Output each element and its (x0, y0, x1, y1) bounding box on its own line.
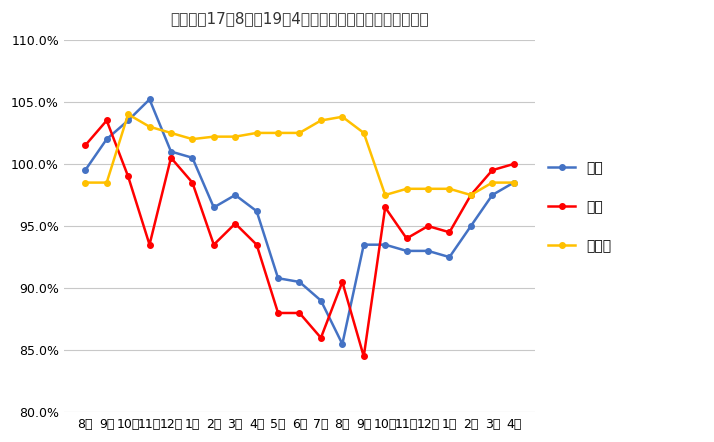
売上 (423, 248, 432, 254)
客単価 (509, 180, 518, 185)
売上 (445, 255, 453, 260)
客数 (488, 168, 496, 173)
売上 (81, 168, 89, 173)
客単価 (338, 114, 346, 119)
売上 (145, 97, 154, 102)
客数 (231, 221, 239, 226)
売上 (231, 192, 239, 198)
客単価 (445, 186, 453, 191)
Legend: 売上, 客数, 客単価: 売上, 客数, 客単価 (542, 156, 617, 259)
客数 (359, 354, 368, 359)
客数 (124, 174, 132, 179)
客数 (209, 242, 218, 248)
売上 (209, 205, 218, 210)
客数 (81, 143, 89, 148)
客数 (145, 242, 154, 248)
Line: 客数: 客数 (83, 118, 516, 359)
客単価 (381, 192, 389, 198)
売上 (102, 137, 111, 142)
Line: 客単価: 客単価 (83, 111, 516, 198)
売上 (509, 180, 518, 185)
客単価 (316, 118, 325, 123)
客単価 (102, 180, 111, 185)
売上 (488, 192, 496, 198)
客数 (423, 223, 432, 229)
売上 (402, 248, 411, 254)
客単価 (466, 192, 475, 198)
客数 (509, 161, 518, 167)
客単価 (124, 112, 132, 117)
客単価 (166, 130, 175, 136)
客単価 (359, 130, 368, 136)
客数 (273, 310, 282, 316)
客単価 (273, 130, 282, 136)
Title: 鳥貴族【17年8月～19年4月】売上・客数・客単価の推移: 鳥貴族【17年8月～19年4月】売上・客数・客単価の推移 (170, 11, 429, 26)
客数 (295, 310, 303, 316)
客単価 (209, 134, 218, 139)
客数 (102, 118, 111, 123)
Line: 売上: 売上 (83, 97, 516, 347)
売上 (359, 242, 368, 248)
客数 (381, 205, 389, 210)
客単価 (188, 137, 196, 142)
売上 (295, 279, 303, 285)
客数 (466, 192, 475, 198)
売上 (252, 209, 261, 214)
売上 (166, 149, 175, 154)
客単価 (252, 130, 261, 136)
客数 (166, 155, 175, 160)
客数 (402, 236, 411, 241)
売上 (338, 341, 346, 347)
売上 (466, 223, 475, 229)
客数 (252, 242, 261, 248)
売上 (124, 118, 132, 123)
客単価 (231, 134, 239, 139)
客数 (188, 180, 196, 185)
客数 (338, 279, 346, 285)
客単価 (81, 180, 89, 185)
客単価 (488, 180, 496, 185)
客単価 (423, 186, 432, 191)
客単価 (145, 124, 154, 130)
売上 (273, 275, 282, 281)
客単価 (295, 130, 303, 136)
客単価 (402, 186, 411, 191)
売上 (316, 298, 325, 303)
客数 (445, 229, 453, 235)
売上 (188, 155, 196, 160)
客数 (316, 335, 325, 340)
売上 (381, 242, 389, 248)
